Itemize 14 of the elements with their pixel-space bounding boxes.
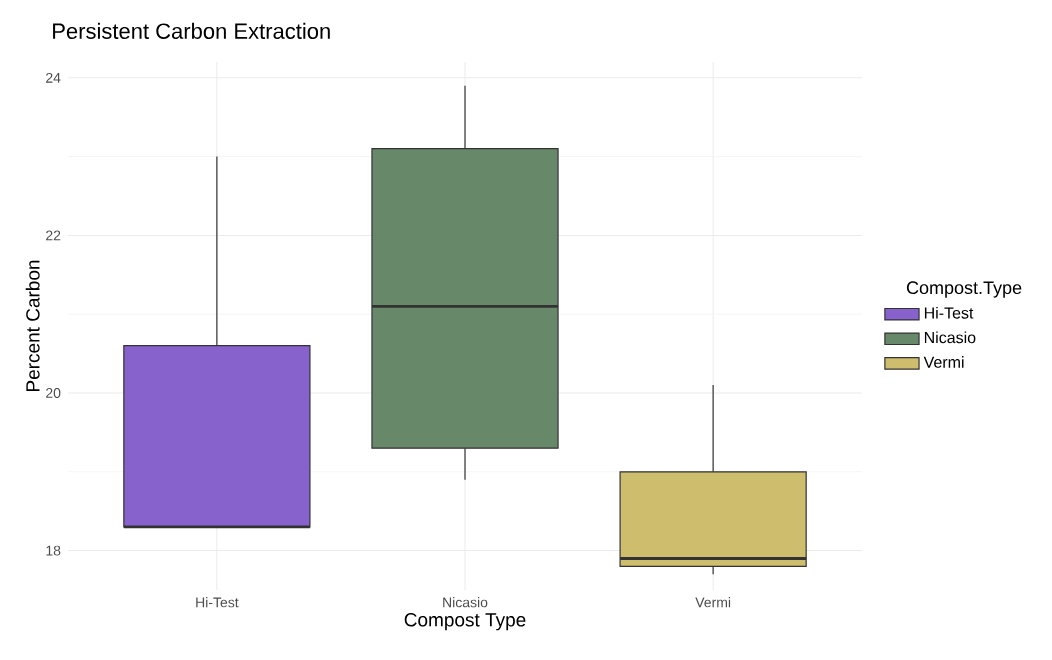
legend-label: Hi-Test	[924, 306, 974, 319]
y-tick-label: 22	[46, 230, 61, 241]
y-tick-label: 24	[46, 72, 61, 83]
y-tick-label: 20	[46, 388, 61, 398]
x-tick-label: Nicasio	[443, 597, 488, 608]
x-tick-label: Vermi	[695, 597, 731, 608]
x-tick-label: Hi-Test	[196, 597, 239, 608]
y-axis-title: Percent Carbon	[25, 260, 40, 391]
legend-label: Vermi	[923, 356, 964, 368]
chart-title: Persistent Carbon Extraction	[53, 22, 330, 39]
legend-title: Compost.Type	[906, 281, 1022, 298]
x-axis-title: Compost Type	[404, 613, 526, 631]
legend-label: Nicasio	[924, 331, 976, 344]
y-tick-label: 18	[46, 545, 61, 556]
